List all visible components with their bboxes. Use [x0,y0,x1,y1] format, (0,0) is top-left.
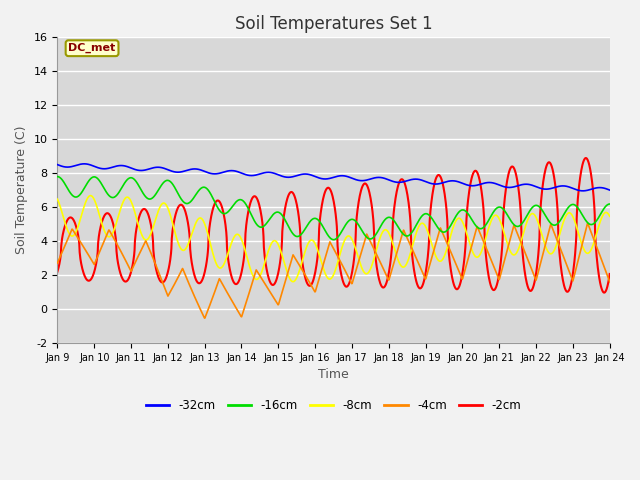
Legend: -32cm, -16cm, -8cm, -4cm, -2cm: -32cm, -16cm, -8cm, -4cm, -2cm [141,395,526,417]
X-axis label: Time: Time [318,368,349,381]
Text: DC_met: DC_met [68,43,116,53]
Title: Soil Temperatures Set 1: Soil Temperatures Set 1 [235,15,433,33]
Y-axis label: Soil Temperature (C): Soil Temperature (C) [15,126,28,254]
